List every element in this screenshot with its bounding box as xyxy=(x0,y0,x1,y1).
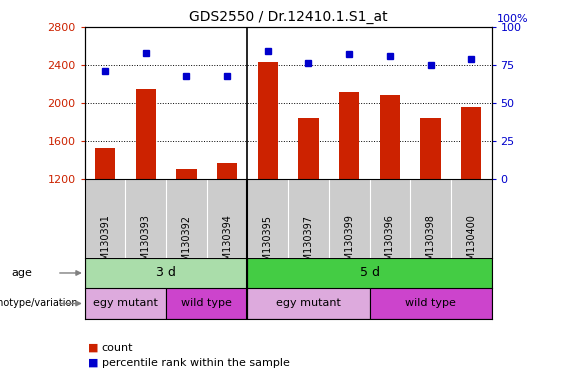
Bar xyxy=(176,169,197,179)
Text: egy mutant: egy mutant xyxy=(276,298,341,308)
Text: GSM130395: GSM130395 xyxy=(263,215,273,274)
Text: age: age xyxy=(11,268,32,278)
Text: egy mutant: egy mutant xyxy=(93,298,158,308)
Bar xyxy=(95,148,115,179)
Bar xyxy=(217,163,237,179)
Text: percentile rank within the sample: percentile rank within the sample xyxy=(102,358,290,368)
Bar xyxy=(166,288,247,319)
Text: wild type: wild type xyxy=(181,298,232,308)
Text: GSM130400: GSM130400 xyxy=(466,215,476,273)
Bar xyxy=(258,62,278,179)
Bar xyxy=(339,92,359,179)
Bar xyxy=(420,118,441,179)
Text: 100%: 100% xyxy=(497,14,529,24)
Bar xyxy=(136,89,156,179)
Text: GSM130394: GSM130394 xyxy=(222,215,232,273)
Bar xyxy=(85,288,166,319)
Text: ■: ■ xyxy=(88,343,98,353)
Text: GSM130391: GSM130391 xyxy=(100,215,110,273)
Text: GSM130397: GSM130397 xyxy=(303,215,314,274)
Bar xyxy=(370,288,492,319)
Bar xyxy=(85,258,247,288)
Bar xyxy=(247,288,370,319)
Text: 5 d: 5 d xyxy=(359,266,380,280)
Bar xyxy=(298,118,319,179)
Text: GSM130398: GSM130398 xyxy=(425,215,436,273)
Text: count: count xyxy=(102,343,133,353)
Text: genotype/variation: genotype/variation xyxy=(0,298,78,308)
Text: GSM130393: GSM130393 xyxy=(141,215,151,273)
Bar xyxy=(461,107,481,179)
Bar xyxy=(247,258,492,288)
Text: wild type: wild type xyxy=(405,298,456,308)
Text: 3 d: 3 d xyxy=(156,266,176,280)
Title: GDS2550 / Dr.12410.1.S1_at: GDS2550 / Dr.12410.1.S1_at xyxy=(189,10,388,25)
Bar xyxy=(380,96,400,179)
Text: GSM130392: GSM130392 xyxy=(181,215,192,274)
Text: GSM130396: GSM130396 xyxy=(385,215,395,273)
Text: GSM130399: GSM130399 xyxy=(344,215,354,273)
Text: ■: ■ xyxy=(88,358,98,368)
